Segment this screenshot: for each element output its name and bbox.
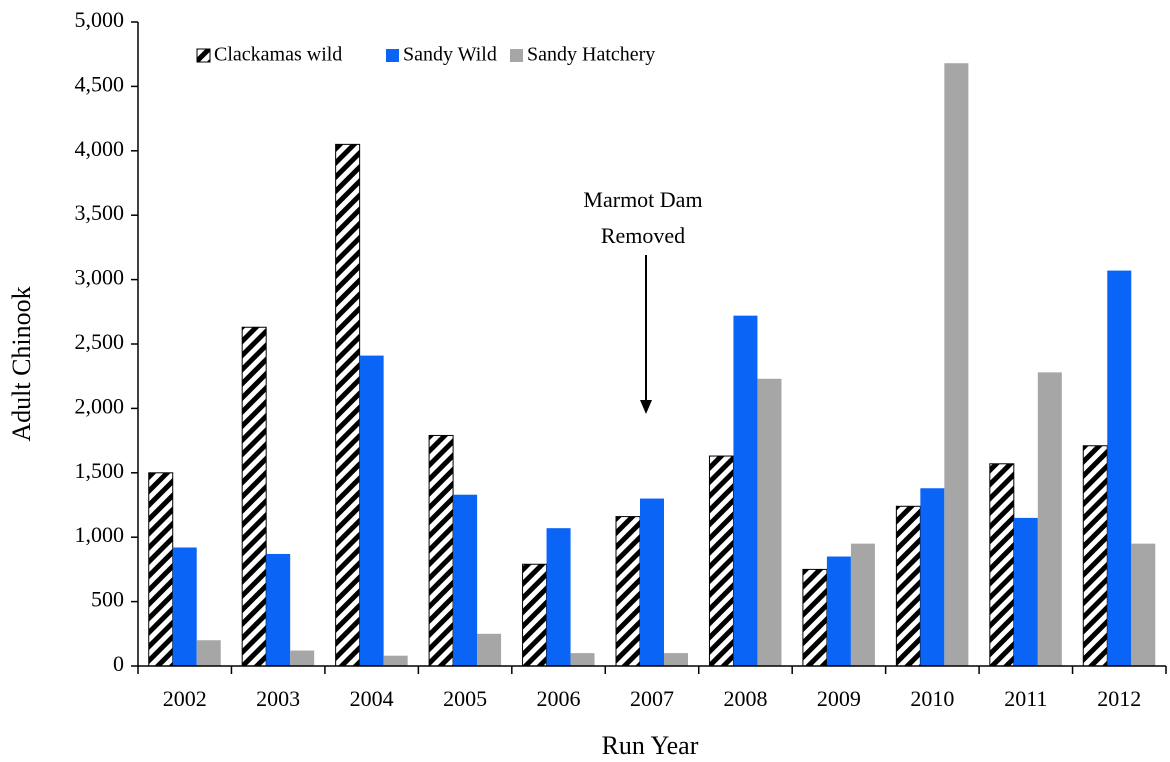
x-tick-label: 2008: [723, 686, 767, 711]
y-axis-label: Adult Chinook: [7, 286, 36, 441]
bar: [570, 653, 595, 666]
bar: [850, 543, 875, 666]
bar: [148, 472, 174, 667]
annotation: Removed: [601, 223, 685, 248]
y-tick-label: 1,500: [75, 458, 125, 483]
x-tick-label: 2004: [350, 686, 394, 711]
bar: [241, 326, 267, 667]
bar: [522, 563, 548, 667]
bar: [1037, 372, 1062, 666]
x-axis-label: Run Year: [602, 731, 699, 760]
y-tick-label: 4,000: [75, 136, 125, 161]
bar: [1082, 445, 1108, 667]
bar: [477, 633, 502, 666]
bar: [989, 463, 1015, 667]
bar: [428, 434, 454, 667]
bar: [359, 355, 384, 666]
bar: [895, 505, 921, 667]
x-tick-label: 2006: [537, 686, 581, 711]
y-tick-label: 3,000: [75, 265, 125, 290]
legend-label: Clackamas wild: [214, 44, 342, 66]
legend-swatch: [196, 48, 211, 63]
bar: [383, 655, 408, 666]
x-tick-label: 2010: [910, 686, 954, 711]
bar: [826, 556, 851, 666]
x-tick-label: 2012: [1097, 686, 1141, 711]
bar: [546, 528, 571, 666]
legend-label: Sandy Hatchery: [527, 44, 655, 66]
legend-label: Sandy Wild: [403, 44, 497, 66]
bar: [1131, 543, 1156, 666]
bar: [708, 455, 734, 667]
annotation: Marmot Dam: [583, 187, 702, 212]
y-tick-label: 3,500: [75, 200, 125, 225]
legend-swatch: [386, 49, 399, 62]
bar: [664, 653, 688, 666]
x-tick-label: 2003: [256, 686, 300, 711]
y-tick-label: 1,000: [75, 522, 125, 547]
bar: [733, 315, 758, 666]
y-tick-label: 5,000: [75, 7, 125, 32]
bar: [453, 494, 478, 666]
x-tick-label: 2002: [163, 686, 207, 711]
y-tick-label: 2,000: [75, 393, 125, 418]
bar: [266, 553, 291, 666]
x-tick-label: 2009: [817, 686, 861, 711]
y-tick-label: 4,500: [75, 71, 125, 96]
bar: [615, 516, 641, 667]
y-tick-label: 500: [91, 587, 124, 612]
bar: [757, 378, 782, 666]
bar: [944, 63, 969, 666]
legend-swatch: [510, 49, 523, 62]
bar: [172, 547, 197, 666]
y-tick-label: 0: [113, 651, 124, 676]
bar: [196, 640, 221, 666]
x-tick-label: 2011: [1004, 686, 1047, 711]
bar: [802, 568, 828, 667]
y-tick-label: 2,500: [75, 329, 125, 354]
bar: [290, 650, 315, 666]
bar: [920, 488, 945, 666]
x-tick-label: 2005: [443, 686, 487, 711]
bar: [1013, 517, 1038, 666]
bar: [640, 498, 664, 666]
bar: [1107, 270, 1132, 666]
annotation-arrowhead: [640, 400, 652, 414]
x-tick-label: 2007: [630, 686, 674, 711]
bar: [335, 143, 361, 667]
